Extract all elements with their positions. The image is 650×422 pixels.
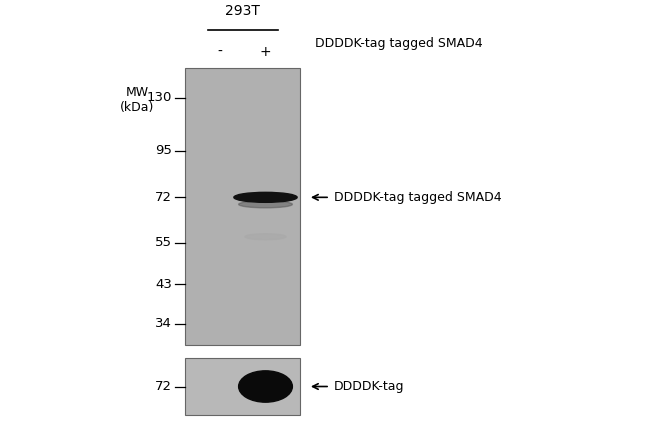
Text: 130: 130 xyxy=(147,91,172,104)
Ellipse shape xyxy=(239,371,292,402)
Text: 72: 72 xyxy=(155,380,172,393)
Text: 43: 43 xyxy=(155,278,172,291)
Text: 55: 55 xyxy=(155,236,172,249)
Text: -: - xyxy=(217,45,222,59)
Text: DDDDK-tag tagged SMAD4: DDDDK-tag tagged SMAD4 xyxy=(315,38,482,51)
Text: MW
(kDa): MW (kDa) xyxy=(120,86,154,114)
Text: 72: 72 xyxy=(155,191,172,204)
Ellipse shape xyxy=(245,234,286,240)
Text: 34: 34 xyxy=(155,317,172,330)
Ellipse shape xyxy=(239,201,292,208)
Text: 95: 95 xyxy=(155,144,172,157)
Text: +: + xyxy=(260,45,271,59)
Text: DDDDK-tag: DDDDK-tag xyxy=(334,380,404,393)
Bar xyxy=(185,358,300,415)
Ellipse shape xyxy=(234,192,297,202)
Text: DDDDK-tag tagged SMAD4: DDDDK-tag tagged SMAD4 xyxy=(334,191,502,204)
Text: 293T: 293T xyxy=(225,4,260,18)
Bar xyxy=(185,68,300,345)
